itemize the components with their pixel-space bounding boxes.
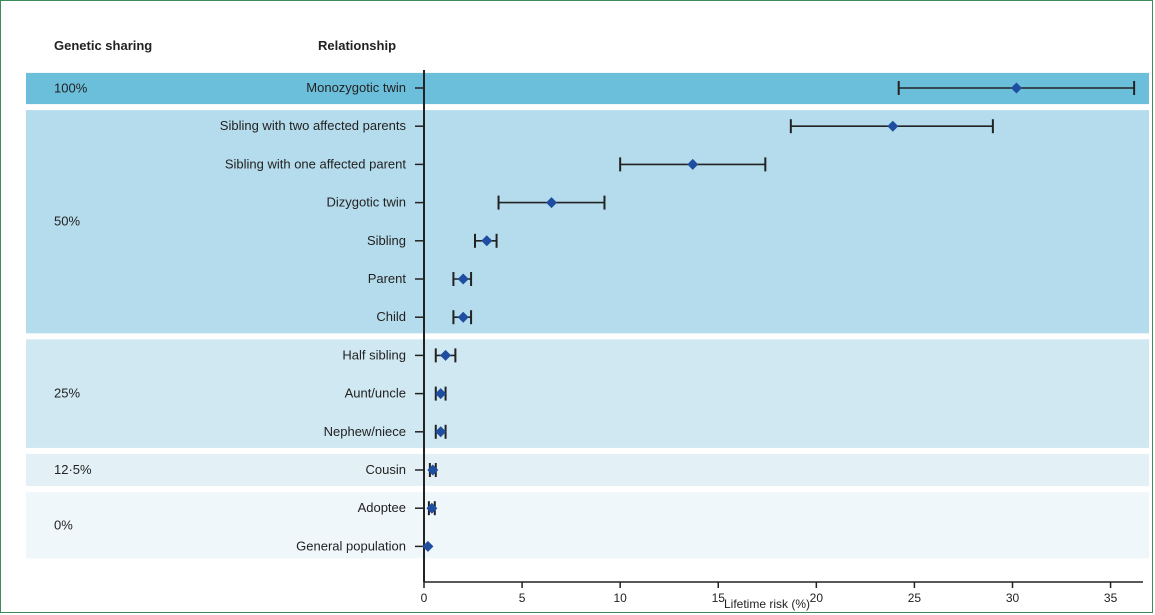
group-label-2: 25%: [54, 386, 80, 401]
group-band-4: [26, 492, 1149, 559]
point-aunt-uncle: [435, 388, 447, 400]
x-axis-title: Lifetime risk (%): [724, 597, 810, 611]
point-parent: [457, 273, 469, 285]
column-header-genetic-sharing: Genetic sharing: [54, 38, 152, 53]
x-ticks: 0 5 10 15 20 25 30 35: [421, 582, 1118, 605]
row-label-half-sibling: Half sibling: [342, 347, 406, 362]
column-header-relationship: Relationship: [318, 38, 396, 53]
x-tick-label-30: 30: [1006, 591, 1020, 605]
row-label-general-population: General population: [296, 538, 406, 553]
x-tick-label-0: 0: [421, 591, 428, 605]
x-tick-label-35: 35: [1104, 591, 1118, 605]
x-tick-label-20: 20: [810, 591, 824, 605]
row-labels: Monozygotic twin Sibling with two affecte…: [220, 80, 407, 553]
row-label-cousin: Cousin: [366, 462, 406, 477]
row-label-dizygotic-twin: Dizygotic twin: [327, 195, 406, 210]
point-cousin: [427, 464, 439, 476]
group-band-1: [26, 110, 1149, 334]
point-monozygotic-twin: [1010, 82, 1022, 94]
row-label-sibling-with-two-affected-parents: Sibling with two affected parents: [220, 118, 407, 133]
row-label-adoptee: Adoptee: [358, 500, 406, 515]
point-sibling: [481, 235, 493, 247]
row-label-sibling-with-one-affected-parent: Sibling with one affected parent: [225, 156, 407, 171]
point-child: [457, 311, 469, 323]
point-half-sibling: [440, 349, 452, 361]
group-bands: [26, 72, 1149, 559]
x-tick-label-25: 25: [908, 591, 922, 605]
row-label-nephew-niece: Nephew/niece: [324, 424, 406, 439]
point-estimates: [422, 82, 1022, 552]
point-sibling-with-one-affected-parent: [687, 158, 699, 170]
point-adoptee: [426, 502, 438, 514]
row-label-child: Child: [376, 309, 406, 324]
point-general-population: [422, 540, 434, 552]
group-band-3: [26, 453, 1149, 487]
group-label-1: 50%: [54, 214, 80, 229]
x-tick-label-5: 5: [519, 591, 526, 605]
row-label-parent: Parent: [368, 271, 407, 286]
row-label-monozygotic-twin: Monozygotic twin: [306, 80, 406, 95]
point-nephew-niece: [435, 426, 447, 438]
group-labels: 100% 50% 25% 12·5% 0%: [54, 81, 92, 533]
x-tick-label-15: 15: [712, 591, 726, 605]
group-label-0: 100%: [54, 81, 88, 96]
x-tick-label-10: 10: [613, 591, 627, 605]
error-bars: [427, 81, 1136, 516]
row-label-sibling: Sibling: [367, 233, 406, 248]
group-label-4: 0%: [54, 517, 73, 532]
group-label-3: 12·5%: [54, 462, 92, 477]
point-sibling-with-two-affected-parents: [887, 120, 899, 132]
point-dizygotic-twin: [546, 197, 558, 209]
axes: [415, 70, 1143, 583]
group-band-2: [26, 339, 1149, 448]
row-label-aunt-uncle: Aunt/uncle: [345, 386, 406, 401]
